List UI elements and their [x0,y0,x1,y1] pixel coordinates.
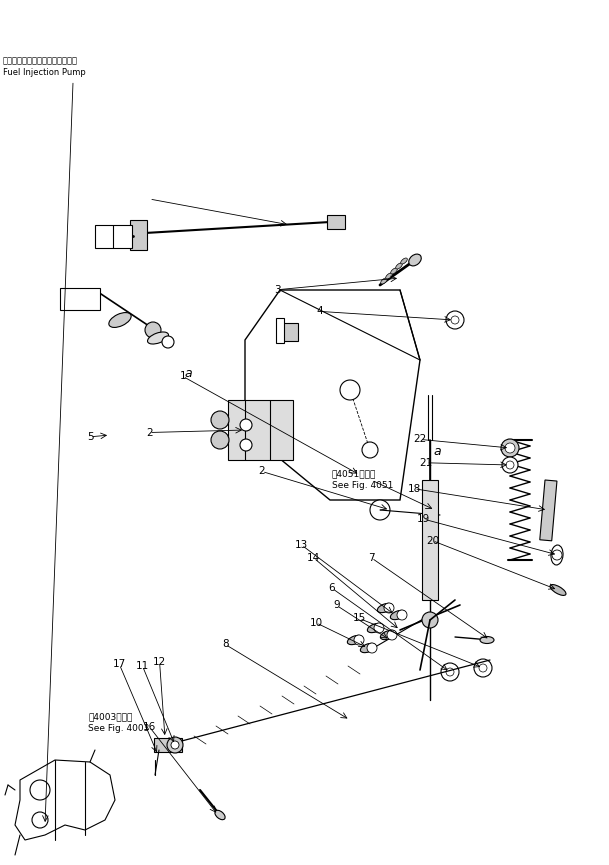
Circle shape [370,500,390,520]
Bar [422,480,438,600]
Text: 笥4003図参照
See Fig. 4003: 笥4003図参照 See Fig. 4003 [88,712,150,733]
Ellipse shape [551,545,563,565]
Ellipse shape [480,637,494,644]
Ellipse shape [385,273,392,279]
Bar [228,400,293,460]
Text: 3: 3 [274,285,280,295]
Text: 22: 22 [414,434,427,445]
Circle shape [374,623,384,633]
Text: 4: 4 [317,306,323,317]
Ellipse shape [109,312,131,328]
Circle shape [367,643,377,653]
Text: 2: 2 [146,427,152,438]
Text: 2: 2 [259,466,265,477]
Text: 5: 5 [87,432,93,442]
Circle shape [362,442,378,458]
Ellipse shape [378,604,393,612]
Bar [276,318,284,343]
Text: 12: 12 [153,657,166,667]
Ellipse shape [391,268,397,274]
Circle shape [387,630,397,640]
Circle shape [240,439,252,451]
Circle shape [384,603,394,613]
Text: 笥4051図参照
See Fig. 4051: 笥4051図参照 See Fig. 4051 [332,470,393,490]
Circle shape [211,411,229,429]
Text: 10: 10 [309,618,323,628]
Bar [283,323,298,341]
Ellipse shape [215,811,225,820]
Polygon shape [245,290,420,500]
Text: 8: 8 [222,639,228,650]
Polygon shape [130,220,147,250]
Bar [327,215,345,229]
Circle shape [422,612,438,628]
Text: 17: 17 [113,659,126,670]
Bar [540,480,557,541]
Text: 18: 18 [407,484,421,494]
Ellipse shape [367,624,382,632]
Bar [154,738,182,752]
Ellipse shape [550,585,566,595]
Text: 6: 6 [329,583,335,593]
Circle shape [32,812,48,828]
Circle shape [506,461,514,469]
Ellipse shape [390,611,406,619]
Circle shape [446,668,454,676]
Ellipse shape [347,636,362,644]
Circle shape [240,419,252,431]
Text: 21: 21 [420,458,433,468]
Ellipse shape [396,263,403,269]
Polygon shape [95,225,132,248]
Ellipse shape [381,631,396,639]
Text: 20: 20 [426,535,439,546]
Text: a: a [434,445,441,458]
Text: 19: 19 [417,514,430,524]
Circle shape [167,737,183,753]
Circle shape [211,431,229,449]
Circle shape [502,457,518,473]
Polygon shape [60,288,100,310]
Ellipse shape [409,254,421,266]
Text: 13: 13 [295,540,308,550]
Circle shape [441,663,459,681]
Text: 9: 9 [334,600,340,611]
Text: 1: 1 [180,371,186,381]
Ellipse shape [401,258,407,264]
Circle shape [552,550,562,560]
Circle shape [171,741,179,749]
Circle shape [451,316,459,324]
Circle shape [397,610,407,620]
Text: フェエルインシェクションポンプ
Fuel Injection Pump: フェエルインシェクションポンプ Fuel Injection Pump [3,56,86,77]
Text: 7: 7 [368,553,375,563]
Text: a: a [185,367,192,381]
Ellipse shape [361,644,376,653]
Circle shape [354,635,364,645]
Circle shape [474,659,492,677]
Ellipse shape [381,278,387,284]
Circle shape [501,439,519,457]
Text: 16: 16 [143,721,156,732]
Circle shape [446,311,464,329]
Circle shape [505,443,515,453]
Text: 15: 15 [353,613,366,624]
Text: 14: 14 [307,553,320,563]
Circle shape [145,322,161,338]
Circle shape [340,380,360,400]
Circle shape [479,664,487,672]
Ellipse shape [147,332,169,344]
Circle shape [162,336,174,348]
Polygon shape [15,760,115,840]
Circle shape [30,780,50,800]
Text: 11: 11 [136,661,149,671]
